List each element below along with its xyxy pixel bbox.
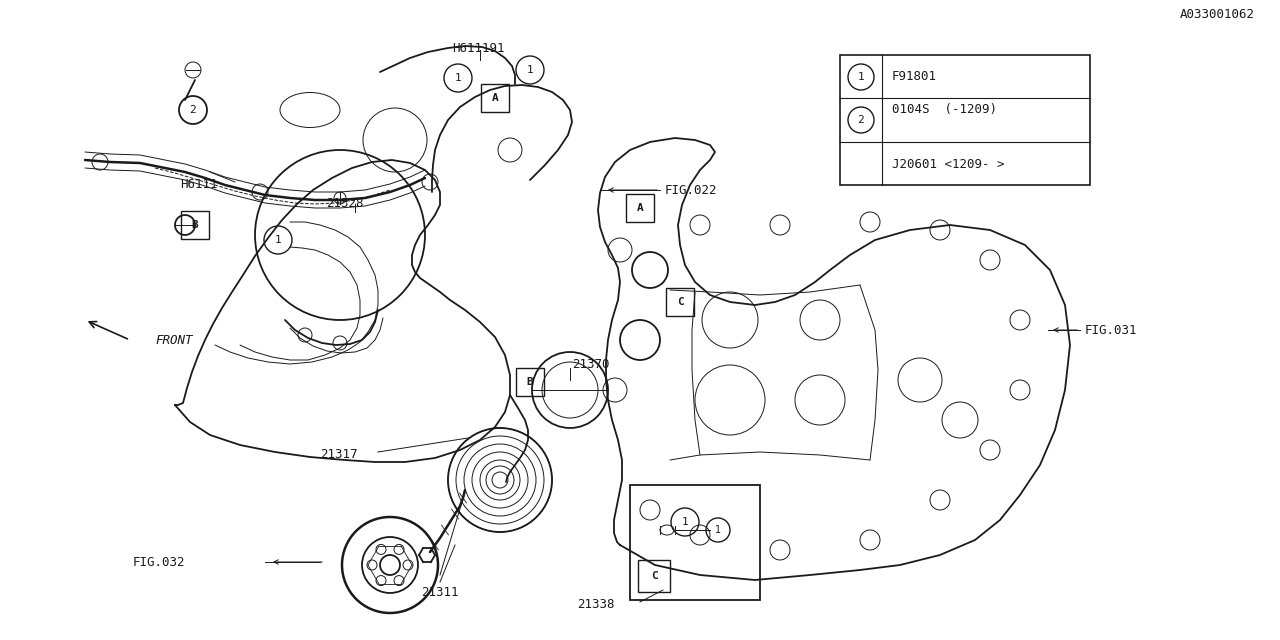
Bar xyxy=(626,194,654,222)
Text: J20601 <1209- >: J20601 <1209- > xyxy=(892,157,1005,170)
Text: FIG.031: FIG.031 xyxy=(1085,323,1138,337)
Bar xyxy=(516,368,544,396)
Bar xyxy=(637,560,669,592)
Text: 21328: 21328 xyxy=(326,197,364,210)
Text: 1: 1 xyxy=(454,73,461,83)
Text: 21338: 21338 xyxy=(577,598,614,611)
Text: 0104S  (-1209): 0104S (-1209) xyxy=(892,104,997,116)
Text: 1: 1 xyxy=(526,65,534,75)
Text: FRONT: FRONT xyxy=(155,333,192,346)
Text: FIG.022: FIG.022 xyxy=(666,184,718,196)
Text: 21370: 21370 xyxy=(572,358,609,371)
Text: 21317: 21317 xyxy=(320,449,358,461)
Bar xyxy=(481,84,509,112)
Bar xyxy=(180,211,209,239)
Bar xyxy=(630,485,760,600)
Text: B: B xyxy=(526,377,534,387)
Text: C: C xyxy=(677,297,684,307)
Text: 21311: 21311 xyxy=(421,586,458,598)
Text: F91801: F91801 xyxy=(892,70,937,83)
Text: 1: 1 xyxy=(682,517,689,527)
Text: C: C xyxy=(650,571,658,581)
Text: H611191: H611191 xyxy=(452,42,504,55)
Text: B: B xyxy=(192,220,198,230)
Text: 1: 1 xyxy=(716,525,721,535)
Text: A: A xyxy=(636,203,644,213)
Text: 2: 2 xyxy=(858,115,864,125)
Bar xyxy=(666,288,694,316)
Text: 2: 2 xyxy=(189,105,196,115)
Bar xyxy=(840,55,1091,185)
Text: A: A xyxy=(492,93,498,103)
Text: H6111: H6111 xyxy=(180,177,218,191)
Text: FIG.032: FIG.032 xyxy=(133,556,186,568)
Text: 1: 1 xyxy=(858,72,864,82)
Text: A033001062: A033001062 xyxy=(1180,8,1254,22)
Text: 1: 1 xyxy=(275,235,282,245)
